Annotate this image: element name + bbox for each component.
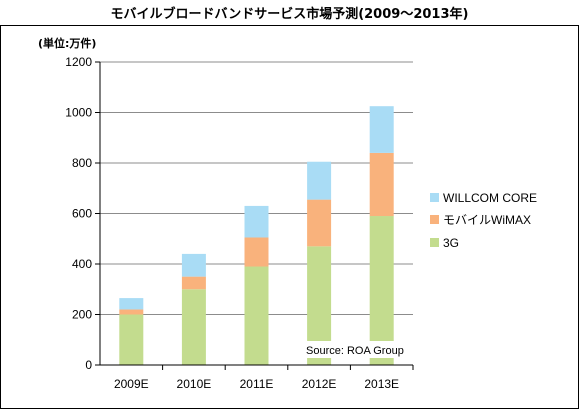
bar-segment [244, 205, 269, 238]
bar-segment [369, 152, 394, 217]
bar-segment [181, 276, 206, 290]
y-axis-unit-label: (単位:万件) [38, 37, 97, 50]
x-tick-label: 2012E [302, 377, 337, 391]
x-tick-label: 2009E [114, 377, 149, 391]
bar-segment [119, 309, 144, 315]
source-note-bg [303, 341, 413, 358]
x-tick-label: 2013E [364, 377, 399, 391]
y-tick-label: 800 [72, 156, 92, 170]
y-tick-label: 400 [72, 257, 92, 271]
legend-swatch [430, 215, 439, 224]
legend-label: 3G [443, 236, 459, 250]
x-tick-label: 2010E [177, 377, 212, 391]
source-note: Source: ROA Group [306, 345, 404, 357]
bar-segment [119, 314, 144, 365]
legend-swatch [430, 238, 439, 247]
bar-segment [181, 289, 206, 365]
bar-segment [244, 266, 269, 365]
bar-segment [307, 161, 332, 200]
chart-title: モバイルブロードバンドサービス市場予測(2009〜2013年) [110, 7, 469, 22]
bar-segment [369, 106, 394, 153]
legend-label: モバイルWiMAX [443, 213, 531, 227]
y-tick-label: 0 [85, 358, 92, 372]
bar-segment [244, 237, 269, 267]
legend-label: WILLCOM CORE [443, 191, 537, 205]
bar-segment [307, 199, 332, 247]
y-tick-label: 600 [72, 207, 92, 221]
legend-swatch [430, 193, 439, 202]
bar-segment [369, 216, 394, 365]
y-tick-label: 1200 [65, 55, 92, 69]
bar-segment [119, 298, 144, 310]
x-tick-label: 2011E [240, 377, 274, 391]
bar-segment [181, 253, 206, 277]
y-tick-label: 200 [72, 308, 92, 322]
y-tick-label: 1000 [65, 106, 92, 120]
